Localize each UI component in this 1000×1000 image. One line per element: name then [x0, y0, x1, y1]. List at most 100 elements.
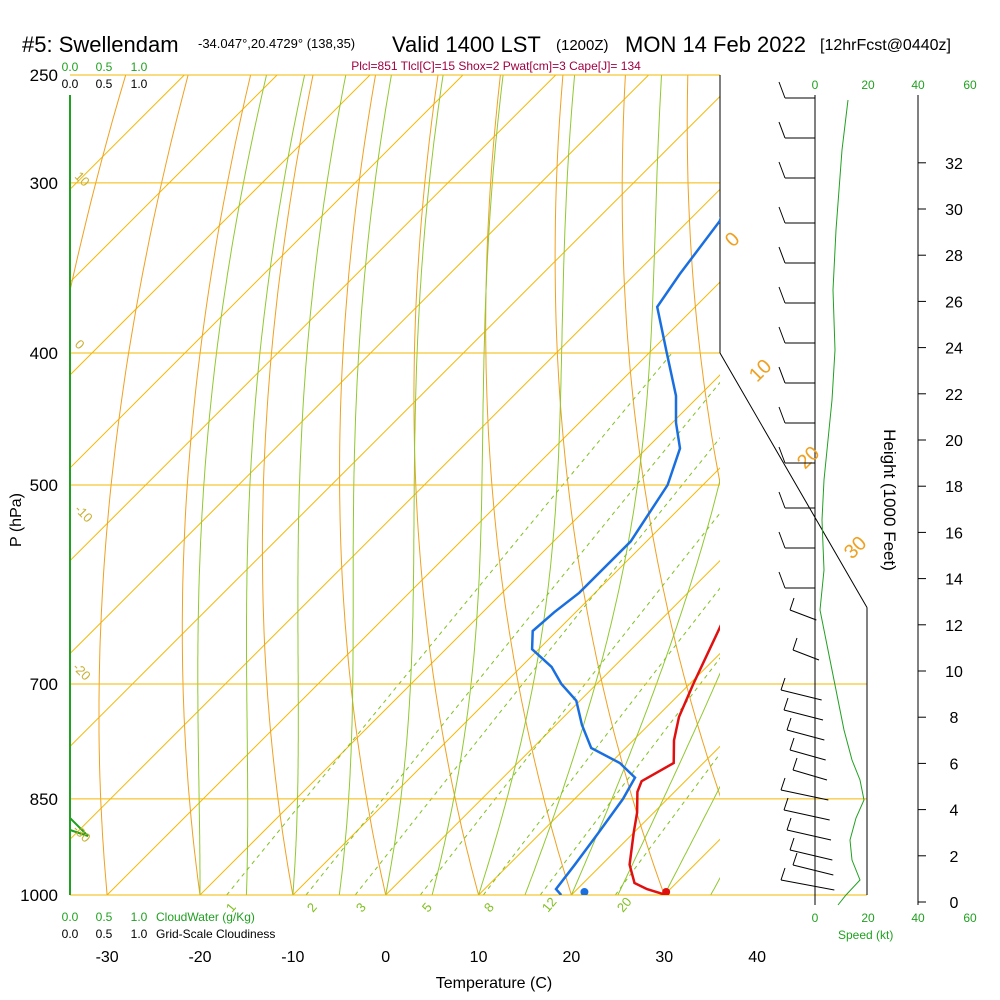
wind-barb — [789, 597, 817, 621]
moist-adiabat-label: -30 — [70, 822, 94, 846]
wind-barb — [792, 757, 828, 781]
wind-barb-staff — [792, 649, 820, 661]
wind-barb-flag — [778, 446, 786, 464]
wind-barb-flag — [778, 366, 786, 384]
speed-tick-bottom: 60 — [963, 911, 977, 925]
moist-adiabats — [197, 75, 720, 895]
moist-adiabat — [385, 75, 444, 895]
speed-label: Speed (kt) — [838, 928, 893, 942]
wind-barb-staff — [786, 829, 832, 841]
pressure-tick-label: 400 — [30, 344, 58, 363]
cloudiness-label: Grid-Scale Cloudiness — [156, 927, 275, 941]
cloudiness-scale-top: 0.0 — [62, 77, 79, 91]
height-tick-label: 22 — [945, 387, 963, 404]
wind-barb-flag — [789, 837, 795, 851]
mixing-ratio-line — [354, 437, 720, 895]
moist-adiabat-label: -20 — [70, 660, 94, 684]
cloud-indicator — [69, 815, 89, 837]
valid-time: Valid 1400 LST — [392, 32, 541, 57]
temperature-tick-label: -20 — [188, 949, 211, 966]
temperature-tick-label: -10 — [281, 949, 304, 966]
wind-barb-flag — [778, 531, 786, 549]
moist-adiabat — [570, 478, 720, 895]
speed-tick-top: 40 — [911, 78, 925, 92]
wind-barb-flag — [780, 677, 786, 691]
cloudiness-scale-bottom: 0.0 — [62, 927, 79, 941]
cloudiness-scale-top: 0.5 — [96, 77, 113, 91]
wind-barb-staff — [789, 849, 833, 861]
moist-adiabat — [292, 75, 347, 895]
temperature-tick-label: 10 — [470, 949, 488, 966]
height-tick-label: 26 — [945, 294, 963, 311]
dry-adiabat — [621, 75, 720, 797]
wind-barb-flag — [792, 757, 798, 771]
speed-tick-top: 0 — [812, 78, 819, 92]
wind-barb — [778, 246, 815, 264]
wind-barb — [778, 81, 815, 99]
pressure-tick-label: 300 — [30, 174, 58, 193]
pressure-tick-label: 250 — [30, 66, 58, 85]
cloudwater-scale-top: 1.0 — [131, 60, 148, 74]
wind-barb-flag — [789, 737, 795, 751]
wind-barb-flag — [783, 697, 789, 711]
wind-barb-flag — [778, 81, 786, 99]
wind-barb-flag — [786, 717, 792, 731]
wind-barb-flag — [778, 121, 786, 139]
height-tick-label: 0 — [950, 895, 959, 912]
dry-adiabat — [750, 75, 943, 895]
wind-barb — [783, 797, 830, 821]
isotherm-line — [757, 75, 1000, 895]
wind-barb-staff — [789, 609, 817, 621]
wind-barb — [786, 717, 825, 741]
wind-barb-staff — [780, 689, 822, 701]
isotherm-line — [70, 75, 371, 376]
speed-tick-bottom: 40 — [911, 911, 925, 925]
moist-adiabat-label: -10 — [72, 502, 96, 526]
pressure-tick-label: 850 — [30, 790, 58, 809]
dewpoint-line — [530, 216, 720, 895]
height-tick-label: 32 — [945, 156, 963, 173]
dry-adiabat-label: 30 — [840, 532, 871, 563]
cloudwater-scale-top: 0.0 — [62, 60, 79, 74]
moist-adiabat — [431, 75, 504, 895]
dry-adiabat — [261, 75, 314, 895]
wind-barb-flag — [783, 797, 789, 811]
wind-barb-flag — [780, 867, 786, 881]
dry-adiabat — [181, 75, 252, 895]
wind-barb — [783, 697, 824, 721]
mixing-ratio-label: 20 — [614, 894, 635, 915]
speed-tick-bottom: 0 — [812, 911, 819, 925]
moist-adiabat — [338, 75, 392, 895]
wind-barb — [778, 571, 815, 589]
surface-temperature-marker — [662, 888, 671, 895]
isotherm-line — [70, 75, 278, 283]
pressure-tick-label: 700 — [30, 675, 58, 694]
wind-barb-flag — [778, 286, 786, 304]
height-tick-label: 18 — [945, 479, 963, 496]
moist-adiabat — [197, 75, 267, 895]
wind-barb-flag — [792, 852, 798, 866]
height-tick-label: 16 — [945, 525, 963, 542]
wind-barb-staff — [792, 864, 834, 876]
height-tick-label: 8 — [950, 710, 959, 727]
wind-barb — [778, 446, 815, 464]
moist-adiabat — [524, 75, 662, 895]
wind-barb-staff — [783, 809, 830, 821]
wind-barb — [792, 637, 820, 661]
wind-barb-flag — [780, 777, 786, 791]
station-title: #5: Swellendam — [22, 32, 179, 57]
mixing-ratio-label: 3 — [353, 900, 369, 915]
cloudwater-scale-bottom: 0.0 — [62, 910, 79, 924]
wind-barb — [789, 737, 826, 761]
moist-adiabat — [663, 785, 720, 895]
wind-barb-staff — [780, 879, 835, 891]
height-tick-label: 30 — [945, 202, 963, 219]
cloudwater-scale-bottom: 1.0 — [131, 910, 148, 924]
x-axis-title: Temperature (C) — [436, 975, 552, 992]
wind-barb-flag — [792, 637, 798, 651]
cloudwater-scale-bottom: 0.5 — [96, 910, 113, 924]
station-coords: -34.047°,20.4729° (138,35) — [198, 36, 355, 51]
wind-barb — [792, 852, 834, 876]
